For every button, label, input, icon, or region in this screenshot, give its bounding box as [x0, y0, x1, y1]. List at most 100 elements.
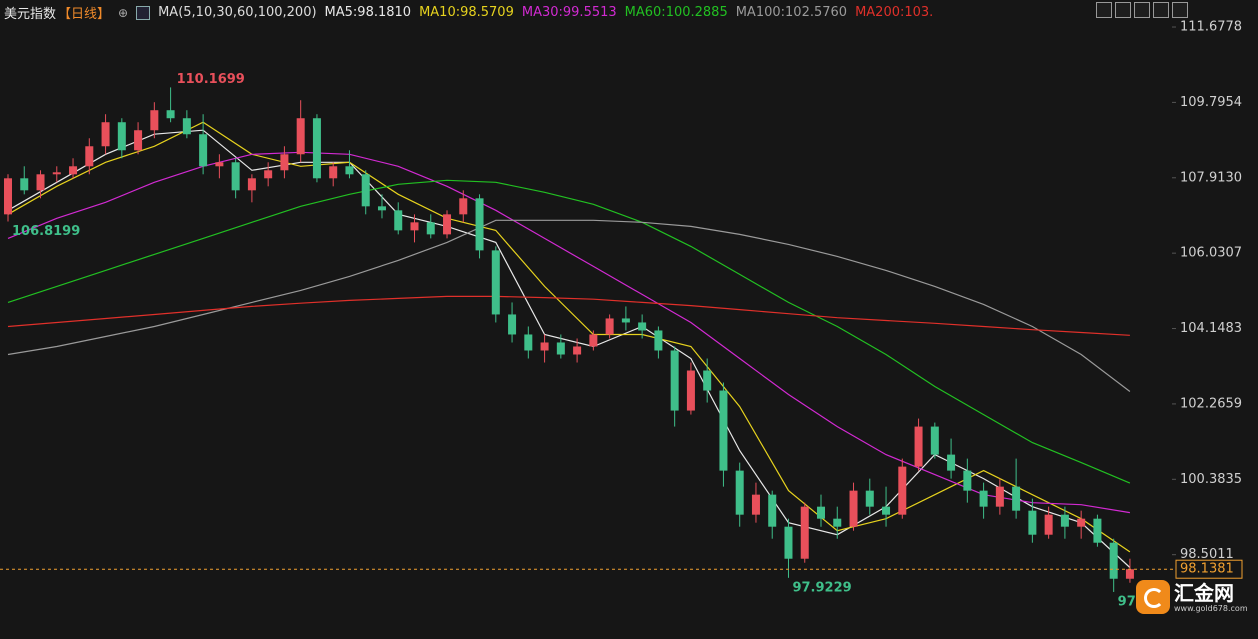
y-tick-label: 111.6778: [1180, 20, 1242, 35]
tool-button[interactable]: [1096, 2, 1112, 18]
tool-button[interactable]: [1134, 2, 1150, 18]
candle-body: [101, 122, 110, 147]
period[interactable]: 【日线】: [58, 7, 111, 22]
y-tick-label: 98.5011: [1180, 547, 1234, 562]
y-tick-label: 106.0307: [1180, 246, 1242, 261]
logo-icon: [1136, 580, 1170, 614]
candle-body: [231, 162, 240, 191]
candle-body: [443, 214, 452, 235]
candle-body: [134, 130, 143, 151]
logo-name: 汇金网: [1174, 580, 1234, 605]
annotation: 97.: [1118, 594, 1141, 609]
candle-body: [361, 174, 370, 207]
candle-body: [69, 166, 78, 175]
candle-body: [117, 122, 126, 151]
candle-body: [719, 390, 728, 471]
ma-icon[interactable]: [136, 5, 151, 20]
candle-body: [264, 170, 273, 179]
candle-body: [52, 172, 61, 175]
candle-body: [312, 118, 321, 179]
legend-entry: MA30:99.5513: [521, 5, 617, 20]
logo: 汇金网 www.gold678.com: [1136, 577, 1248, 617]
candle-body: [947, 454, 956, 471]
candle-body: [345, 166, 354, 175]
candle-body: [475, 198, 484, 251]
candle-body: [377, 206, 386, 211]
ma-line: [7, 129, 1131, 568]
logo-url: www.gold678.com: [1174, 603, 1248, 613]
candle-body: [20, 178, 29, 191]
candle-body: [638, 322, 647, 331]
tool-button[interactable]: [1153, 2, 1169, 18]
candle-body: [1093, 518, 1102, 543]
last-price-box: [1175, 559, 1243, 579]
candle-body: [1028, 510, 1037, 535]
candle-body: [800, 506, 809, 559]
annotation: 106.8199: [12, 224, 80, 239]
candle-body: [751, 494, 760, 515]
ma-title: MA(5,10,30,60,100,200): [158, 5, 317, 20]
candle-body: [247, 178, 256, 191]
candle-body: [426, 222, 435, 235]
candle-body: [621, 318, 630, 323]
legend-entry: MA100:102.5760: [735, 5, 848, 20]
candle-body: [1109, 542, 1118, 579]
candle-body: [394, 210, 403, 231]
candle-body: [215, 162, 224, 167]
candle-body: [4, 178, 12, 215]
candle-body: [1077, 518, 1086, 527]
ma-line: [7, 121, 1131, 553]
last-price-label: 98.1381: [1180, 562, 1234, 577]
candle-body: [930, 426, 939, 455]
candle-body: [849, 490, 858, 527]
candle-body: [735, 470, 744, 515]
legend-entry: MA5:98.1810: [324, 5, 412, 20]
candle-body: [605, 318, 614, 335]
tool-button[interactable]: [1115, 2, 1131, 18]
candle-body: [865, 490, 874, 507]
candle-body: [540, 342, 549, 351]
ma-line: [7, 179, 1131, 484]
legend-entry: MA10:98.5709: [419, 5, 514, 20]
candle-body: [182, 118, 191, 135]
candle-body: [768, 494, 777, 527]
candle-body: [979, 490, 988, 507]
annotation: 97.9229: [792, 580, 851, 595]
legend-entry: MA200:103.: [855, 5, 934, 20]
candle-body: [280, 154, 289, 171]
candle-body: [410, 222, 419, 231]
candle-body: [914, 426, 923, 467]
tool-button[interactable]: [1172, 2, 1188, 18]
candle-body: [199, 134, 208, 167]
chart-title: 美元指数: [4, 7, 57, 22]
candle-body: [459, 198, 468, 215]
candle-body: [166, 110, 175, 119]
candle-body: [150, 110, 159, 131]
ma-line: [7, 151, 1130, 514]
ma-line: [7, 295, 1130, 336]
legend-entry: MA60:100.2885: [624, 5, 728, 20]
candle-body: [882, 506, 891, 515]
candle-body: [784, 526, 793, 559]
candle-body: [573, 346, 582, 355]
candle-body: [963, 470, 972, 491]
candle-body: [703, 370, 712, 391]
candle-body: [524, 334, 533, 351]
y-tick-label: 109.7954: [1180, 95, 1242, 110]
toolbar: [1096, 2, 1188, 18]
candle-body: [85, 146, 94, 167]
header: 美元指数 【日线】 ⊕ MA(5,10,30,60,100,200) MA5:9…: [4, 3, 933, 22]
add-button[interactable]: ⊕: [118, 5, 129, 20]
candle-body: [508, 314, 517, 335]
candle-body: [670, 350, 679, 411]
candle-body: [654, 330, 663, 351]
candle-body: [296, 118, 305, 155]
candle-body: [898, 466, 907, 515]
annotation: 110.1699: [177, 72, 245, 87]
candle-body: [556, 342, 565, 355]
y-tick-label: 104.1483: [1180, 321, 1242, 336]
candle-body: [1060, 514, 1069, 527]
candle-body: [1044, 514, 1053, 535]
